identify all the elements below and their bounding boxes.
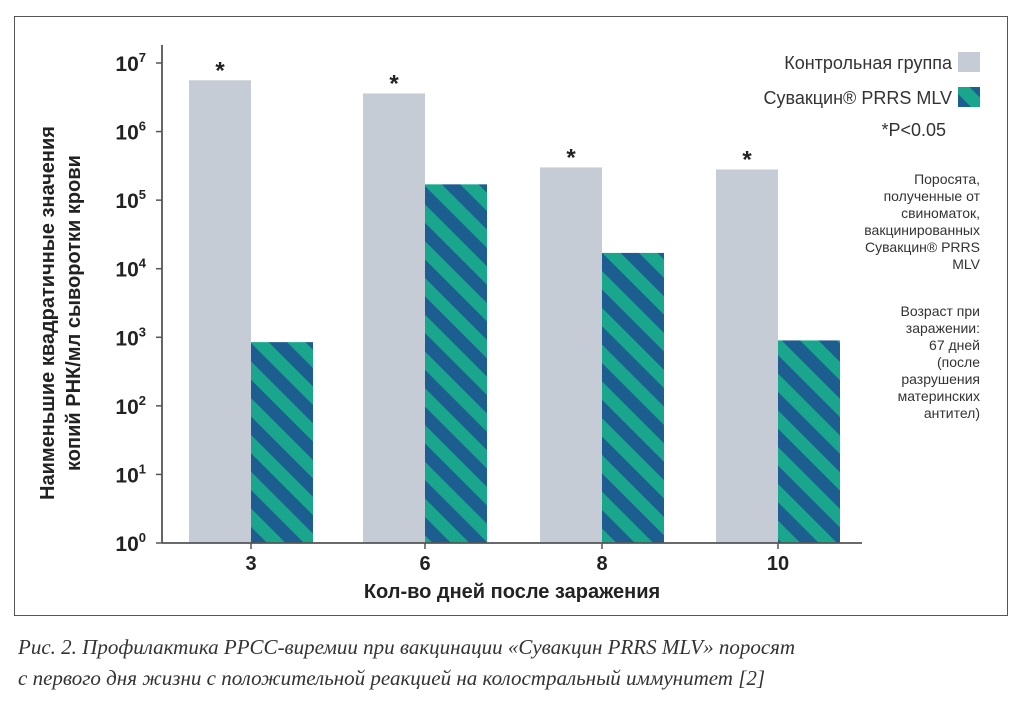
- y-tick-label: 106: [115, 119, 146, 145]
- bar-control-day-6: [363, 93, 425, 543]
- y-tick-label: 100: [115, 530, 146, 556]
- significance-marker: *: [566, 144, 576, 171]
- y-tick-label: 104: [115, 256, 146, 282]
- bar-vaccine-day-6: [425, 184, 487, 544]
- significance-marker: *: [742, 146, 752, 173]
- legend-swatch-control: [958, 52, 980, 72]
- bar-vaccine-day-3: [251, 342, 313, 543]
- note2-line: (после: [937, 354, 980, 370]
- x-axis-label: Кол-во дней после заражения: [364, 581, 660, 603]
- bar-control-day-8: [540, 167, 602, 543]
- note1-line: Сувакцин® PRRS: [865, 239, 980, 255]
- bar-control-day-3: [189, 80, 251, 544]
- x-tick-label: 10: [767, 553, 789, 575]
- x-tick-label: 3: [245, 553, 256, 575]
- caption-line-2: с первого дня жизни с положительной реак…: [18, 666, 766, 690]
- note2-line: заражении:: [905, 320, 980, 336]
- significance-marker: *: [389, 70, 399, 97]
- note-infection-age: Возраст при заражении: 67 дней (после разруш…: [820, 303, 980, 422]
- significance-marker: *: [215, 57, 225, 84]
- legend-label-vaccine: Сувакцин® PRRS MLV: [764, 88, 953, 108]
- y-tick-label: 101: [115, 461, 146, 487]
- note1-line: свиноматок,: [901, 205, 980, 221]
- note2-line: Возраст при: [900, 303, 980, 319]
- bar-vaccine-day-8: [602, 252, 664, 543]
- bar-control-day-10: [716, 169, 778, 543]
- legend-label-control: Контрольная группа: [784, 53, 953, 73]
- bar-vaccine-day-10: [778, 340, 840, 543]
- y-tick-label: 107: [115, 50, 146, 76]
- y-tick-label: 103: [115, 324, 146, 350]
- note2-line: антител): [923, 405, 980, 421]
- note-piglets-origin: Поросята, полученные от свиноматок, вакцини…: [820, 171, 980, 273]
- p-value-note: *P<0.05: [881, 120, 946, 140]
- y-axis-label-line-1: Наименьшие квадратичные значения: [37, 126, 59, 500]
- note1-line: Поросята,: [914, 171, 980, 187]
- note2-line: разрушения: [901, 371, 980, 387]
- figure-frame: [14, 16, 1008, 616]
- note1-line: MLV: [952, 256, 980, 272]
- x-tick-label: 6: [419, 553, 430, 575]
- note2-line: материнских: [897, 388, 980, 404]
- y-tick-label: 105: [115, 187, 146, 213]
- caption-line-1: Рис. 2. Профилактика РРСС-виремии при ва…: [18, 635, 796, 659]
- y-tick-label: 102: [115, 393, 146, 419]
- y-axis-label-line-2: копий РНК/мл сыворотки крови: [63, 155, 85, 471]
- x-tick-label: 8: [596, 553, 607, 575]
- legend-swatch-vaccine: [958, 87, 980, 107]
- note1-line: вакцинированных: [864, 222, 980, 238]
- note2-line: 67 дней: [929, 337, 980, 353]
- note1-line: полученные от: [883, 188, 980, 204]
- figure-caption: Рис. 2. Профилактика РРСС-виремии при ва…: [18, 632, 1008, 694]
